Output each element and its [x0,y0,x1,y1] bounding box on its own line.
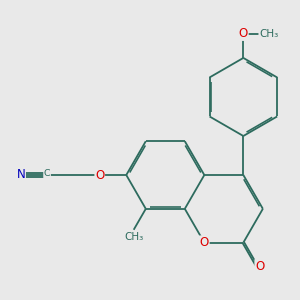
Text: O: O [95,169,104,182]
Text: O: O [239,27,248,40]
Text: C: C [44,169,50,178]
Text: O: O [200,236,209,249]
Text: O: O [255,260,264,273]
Text: CH₃: CH₃ [124,232,143,242]
Text: N: N [16,168,25,181]
Text: CH₃: CH₃ [259,29,278,39]
